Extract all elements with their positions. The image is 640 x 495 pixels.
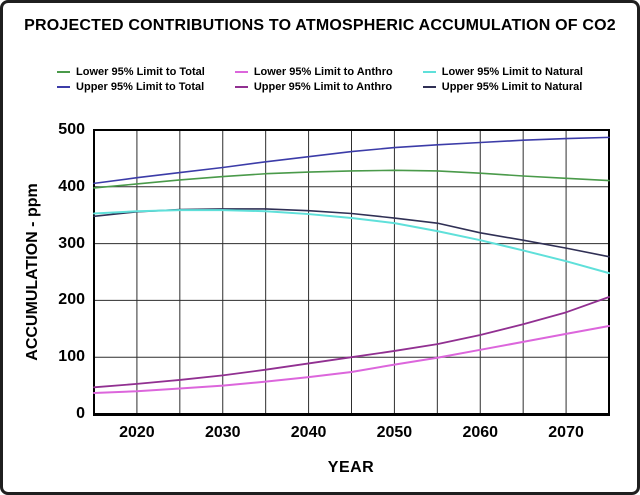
legend-item: Upper 95% Limit to Total: [57, 81, 205, 93]
legend-label: Lower 95% Limit to Total: [76, 66, 205, 78]
legend-line-swatch: [234, 86, 248, 88]
y-tick-label: 200: [58, 291, 85, 309]
legend-item: Lower 95% Limit to Anthro: [234, 66, 393, 78]
legend-line-swatch: [57, 86, 71, 88]
chart-canvas: [93, 129, 610, 416]
chart-title: PROJECTED CONTRIBUTIONS TO ATMOSPHERIC A…: [24, 17, 616, 34]
y-tick-label: 0: [76, 405, 85, 422]
y-tick-label: 500: [58, 121, 85, 138]
y-axis-title: ACCUMULATION - ppm: [24, 183, 41, 361]
legend-label: Lower 95% Limit to Natural: [441, 66, 583, 78]
legend-item: Upper 95% Limit to Natural: [422, 81, 583, 93]
x-tick-label: 2040: [290, 424, 327, 441]
legend-line-swatch: [234, 71, 248, 73]
y-tick-label: 100: [58, 348, 85, 366]
legend-item: Upper 95% Limit to Anthro: [234, 81, 393, 93]
legend-line-swatch: [57, 71, 71, 73]
series-line-lower-95-limit-to-natural: [93, 209, 610, 275]
chart-legend: Lower 95% Limit to Total Lower 95% Limit …: [3, 66, 637, 93]
legend-label: Upper 95% Limit to Natural: [441, 81, 583, 93]
legend-line-swatch: [422, 71, 436, 73]
x-tick-label: 2060: [462, 424, 499, 441]
legend-label: Upper 95% Limit to Anthro: [253, 81, 393, 93]
x-tick-label: 2020: [119, 424, 155, 441]
legend-label: Lower 95% Limit to Anthro: [253, 66, 393, 78]
legend-item: Lower 95% Limit to Natural: [422, 66, 583, 78]
x-tick-label: 2070: [548, 424, 584, 441]
x-tick-label: 2050: [376, 424, 413, 441]
legend-line-swatch: [422, 86, 436, 88]
x-tick-label: 2030: [204, 424, 241, 441]
series-line-upper-95-limit-to-anthro: [93, 296, 610, 389]
series-line-upper-95-limit-to-total: [93, 136, 610, 185]
legend-item: Lower 95% Limit to Total: [57, 66, 205, 78]
y-tick-label: 400: [58, 177, 85, 195]
x-axis-title: YEAR: [327, 459, 375, 476]
series-line-lower-95-limit-to-total: [93, 169, 610, 189]
series-line-lower-95-limit-to-anthro: [93, 324, 610, 394]
y-tick-label: 300: [58, 234, 85, 252]
legend-label: Upper 95% Limit to Total: [76, 81, 205, 93]
